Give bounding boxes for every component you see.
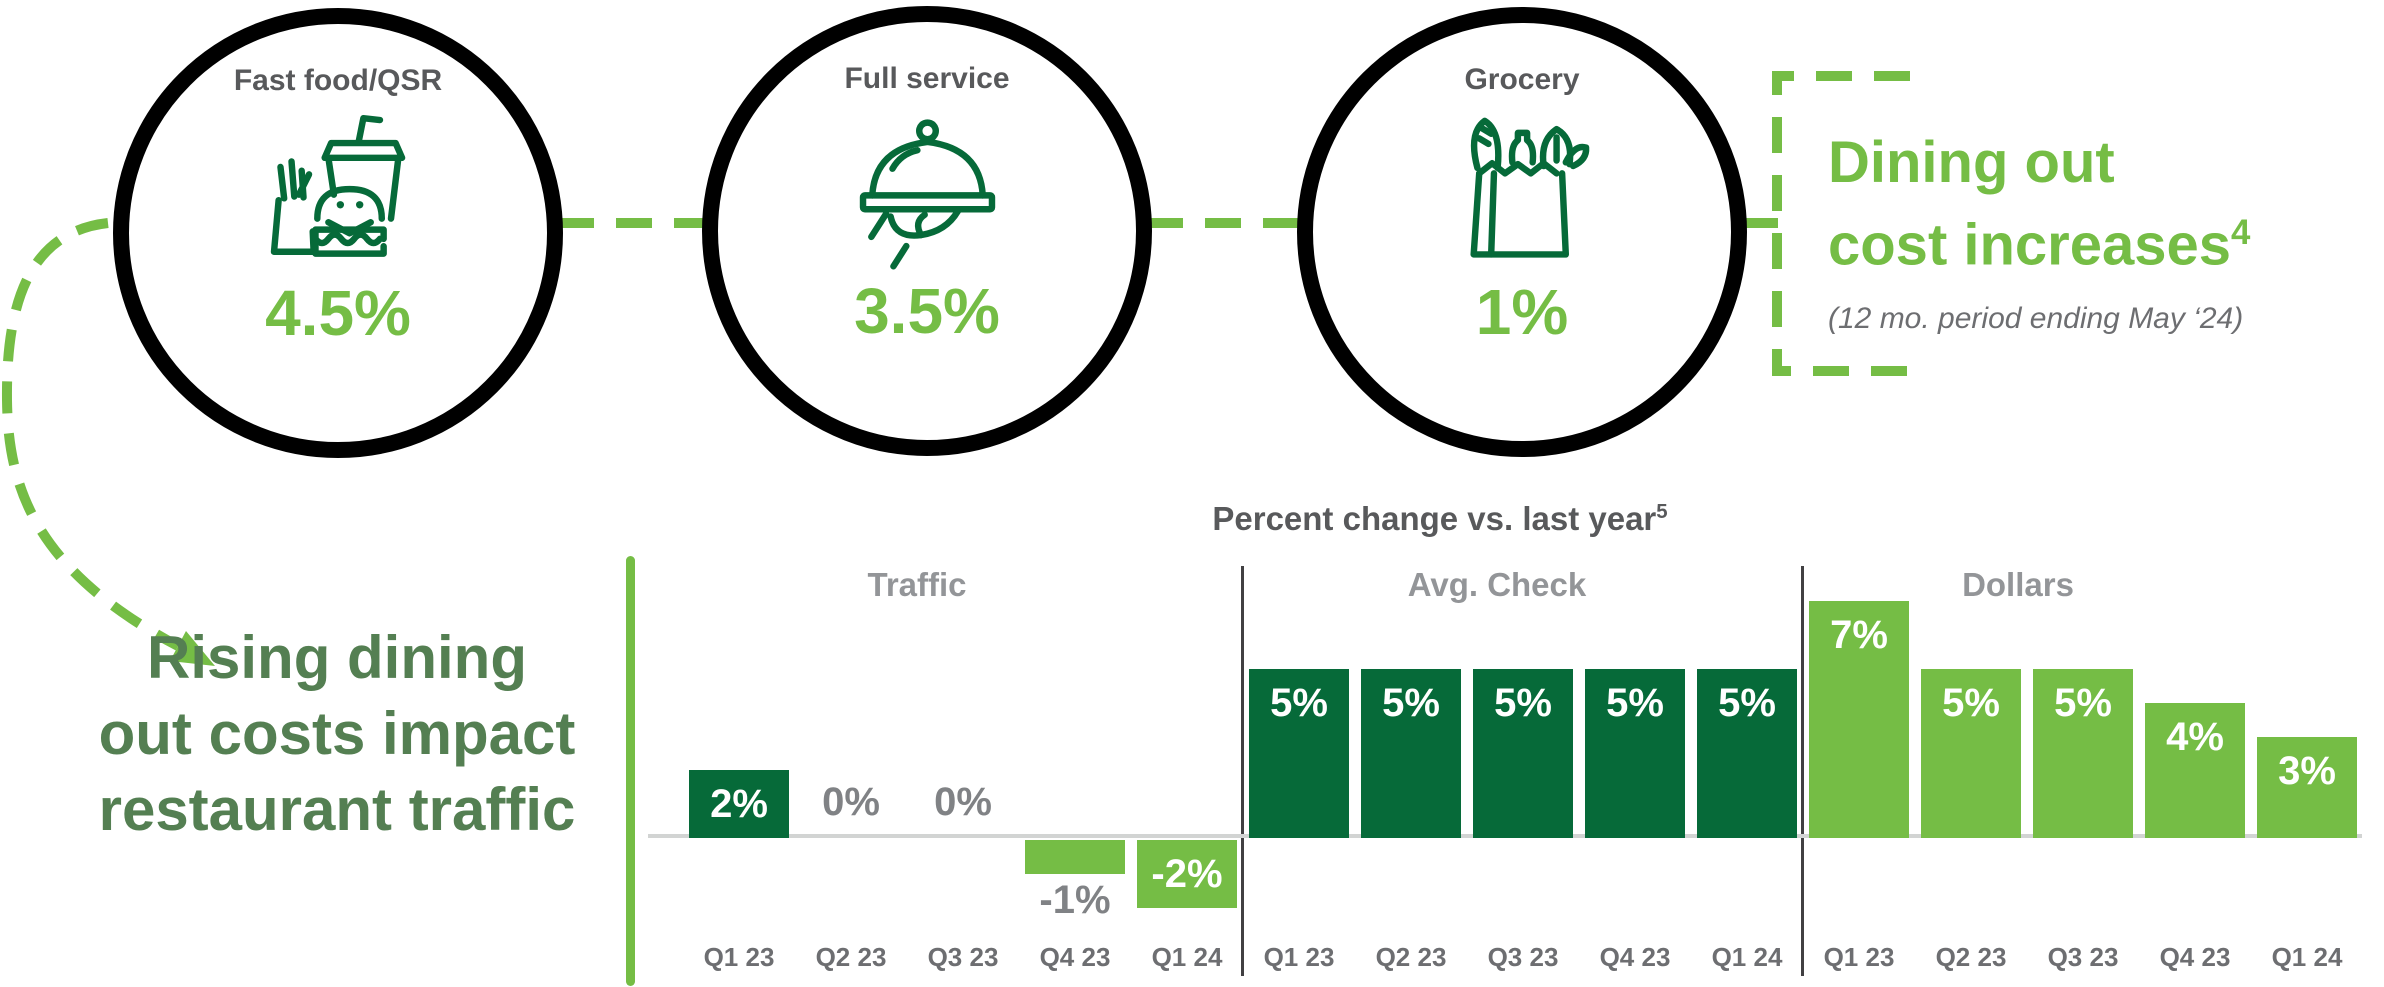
rising-costs-note: Rising dining out costs impact restauran…: [99, 620, 576, 848]
chart-title: Percent change vs. last year5: [1212, 500, 1668, 537]
axis-label-avg-check-q4-23: Q4 23: [1599, 942, 1671, 972]
bar-traffic-q1-23: 2%: [689, 770, 789, 838]
footnote-ref-5: 5: [1656, 500, 1668, 523]
bar-dollars-q2-23: 5%: [1921, 669, 2021, 838]
group-heading-avg-check: Avg. Check: [1407, 566, 1587, 603]
value-label-avg-check-q1-23: 5%: [1270, 681, 1328, 725]
axis-label-traffic-q3-23: Q3 23: [927, 942, 999, 972]
bar-avg-check-q4-23: 5%: [1585, 669, 1685, 838]
axis-label-traffic-q1-23: Q1 23: [703, 942, 775, 972]
stat-circle-fast-food: Fast food/QSR: [113, 8, 563, 458]
footnote-ref-4: 4: [2231, 213, 2251, 252]
section-divider-1: [1241, 566, 1244, 976]
rising-costs-note-line2: out costs impact: [98, 700, 576, 767]
chart-left-border: [626, 556, 635, 986]
axis-label-dollars-q1-23: Q1 23: [1823, 942, 1895, 972]
callout-title-line1: Dining out: [1828, 130, 2115, 195]
value-label-traffic-q4-23: -1%: [1039, 878, 1111, 922]
value-label-traffic-q3-23: 0%: [934, 780, 992, 824]
axis-label-dollars-q1-24: Q1 24: [2271, 942, 2343, 972]
bar-dollars-q1-23: 7%: [1809, 601, 1909, 838]
stat-circle-full-service: Full service 3.5%: [702, 6, 1152, 456]
axis-label-traffic-q2-23: Q2 23: [815, 942, 887, 972]
group-heading-dollars: Dollars: [1962, 566, 2074, 603]
circle-label: Fast food/QSR: [233, 64, 443, 97]
value-label-dollars-q2-23: 5%: [1942, 681, 2000, 725]
value-label-avg-check-q1-24: 5%: [1718, 681, 1776, 725]
value-label-traffic-q1-23: 2%: [710, 781, 768, 826]
section-divider-2: [1801, 566, 1804, 976]
circle-label: Grocery: [1464, 63, 1580, 96]
circle-value: 1%: [1475, 276, 1569, 348]
circle-value: 3.5%: [854, 275, 1000, 347]
axis-label-traffic-q4-23: Q4 23: [1039, 942, 1111, 972]
grocery-bag-icon: [1435, 105, 1610, 273]
serving-cloche-icon: [840, 104, 1015, 272]
axis-label-dollars-q2-23: Q2 23: [1935, 942, 2007, 972]
value-label-avg-check-q2-23: 5%: [1382, 681, 1440, 725]
callout-title-line2: cost increases4: [1828, 212, 2251, 278]
fast-food-icon: [251, 106, 426, 274]
circle-value: 4.5%: [265, 277, 411, 349]
value-label-traffic-q2-23: 0%: [822, 780, 880, 824]
value-label-dollars-q4-23: 4%: [2166, 715, 2224, 759]
bar-traffic-q4-23: [1025, 840, 1125, 874]
value-label-dollars-q1-24: 3%: [2278, 749, 2336, 793]
bar-dollars-q4-23: 4%: [2145, 703, 2245, 838]
bar-dollars-q1-24: 3%: [2257, 737, 2357, 838]
axis-label-avg-check-q3-23: Q3 23: [1487, 942, 1559, 972]
callout-title: Dining out cost increases4: [1828, 128, 2250, 280]
axis-label-avg-check-q1-24: Q1 24: [1711, 942, 1783, 972]
value-label-dollars-q1-23: 7%: [1830, 613, 1888, 657]
rising-costs-note-line1: Rising dining: [147, 624, 527, 691]
bar-avg-check-q3-23: 5%: [1473, 669, 1573, 838]
bar-traffic-q1-24: -2%: [1137, 840, 1237, 908]
dining-out-callout: Dining out cost increases4 (12 mo. perio…: [1828, 128, 2250, 336]
circle-label: Full service: [844, 62, 1010, 95]
value-label-avg-check-q3-23: 5%: [1494, 681, 1552, 725]
bar-avg-check-q2-23: 5%: [1361, 669, 1461, 838]
bar-avg-check-q1-23: 5%: [1249, 669, 1349, 838]
value-label-traffic-q1-24: -2%: [1151, 851, 1223, 896]
rising-costs-note-line3: restaurant traffic: [98, 776, 576, 843]
callout-period-note: (12 mo. period ending May ‘24): [1828, 302, 2244, 336]
axis-label-traffic-q1-24: Q1 24: [1151, 942, 1223, 972]
axis-label-avg-check-q2-23: Q2 23: [1375, 942, 1447, 972]
group-heading-traffic: Traffic: [867, 566, 967, 603]
axis-label-dollars-q4-23: Q4 23: [2159, 942, 2231, 972]
bar-dollars-q3-23: 5%: [2033, 669, 2133, 838]
axis-label-avg-check-q1-23: Q1 23: [1263, 942, 1335, 972]
stat-circle-grocery: Grocery 1%: [1297, 7, 1747, 457]
bar-avg-check-q1-24: 5%: [1697, 669, 1797, 838]
value-label-avg-check-q4-23: 5%: [1606, 681, 1664, 725]
value-label-dollars-q3-23: 5%: [2054, 681, 2112, 725]
axis-label-dollars-q3-23: Q3 23: [2047, 942, 2119, 972]
